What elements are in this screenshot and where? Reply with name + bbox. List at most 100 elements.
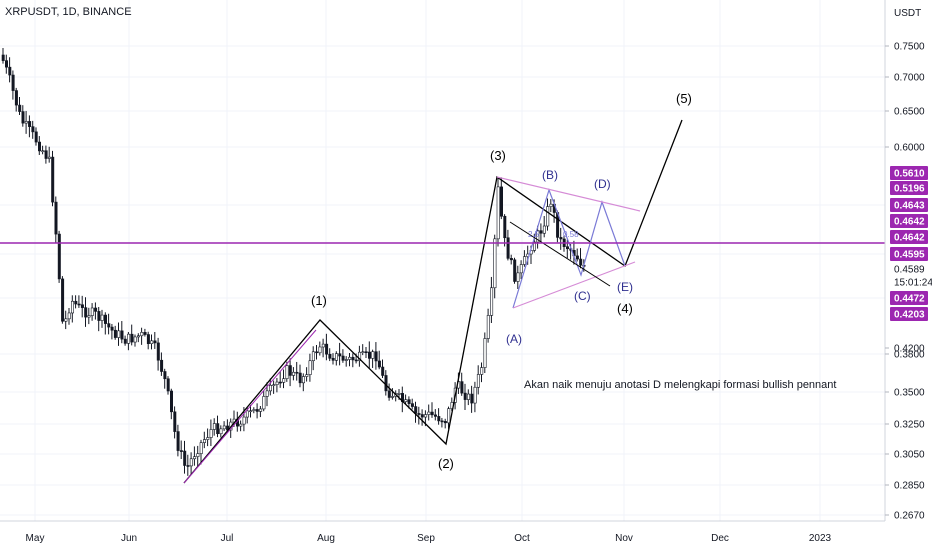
candle-body-64	[212, 423, 216, 430]
candle-body-21	[71, 300, 75, 314]
fib-overlay-label-1: 0.58	[563, 230, 579, 239]
symbol-title: XRPUSDT, 1D, BINANCE	[5, 6, 132, 18]
candle-body-23	[77, 303, 81, 306]
price-tick-label-6: 0.3500	[894, 388, 925, 399]
candle-body-75	[249, 410, 253, 412]
candle-body-46	[153, 340, 157, 344]
price-tick-label-3: 0.6000	[894, 143, 925, 154]
candle-body-15	[51, 156, 55, 203]
candle-body-171	[565, 246, 569, 250]
candle-body-57	[189, 458, 193, 467]
wave-drawings: 2.5 0.58	[183, 119, 683, 484]
candle-body-24	[80, 304, 84, 308]
candle-body-86	[285, 365, 289, 379]
wave-label-main-2: (3)	[490, 148, 506, 163]
candle-body-164	[542, 225, 546, 234]
candle-body-50	[166, 378, 170, 392]
wave-label-sub-0: (A)	[506, 332, 522, 346]
candle-body-100	[331, 357, 335, 361]
price-badge-bg-7	[890, 307, 928, 321]
candle-body-163	[539, 230, 543, 234]
price-tick-label-10: 0.2670	[894, 511, 925, 522]
candle-body-101	[334, 353, 338, 361]
candle-body-130	[430, 411, 434, 416]
descent-trendline	[509, 221, 611, 287]
candle-body-2	[8, 66, 12, 76]
candle-body-81	[268, 384, 272, 392]
candle-body-13	[44, 150, 48, 159]
price-tick-label-4: 0.4200	[894, 344, 925, 355]
candle-body-36	[120, 330, 124, 340]
candle-body-49	[163, 371, 167, 380]
price-badge-bg-5	[890, 247, 928, 261]
candle-body-9	[31, 126, 35, 133]
price-badge-bg-1	[890, 181, 928, 195]
candle-body-41	[137, 335, 141, 338]
candle-body-114	[377, 360, 381, 368]
candle-body-34	[113, 329, 117, 338]
candle-body-98	[325, 343, 329, 355]
wave-label-sub-1: (B)	[542, 168, 558, 182]
candle-body-134	[443, 421, 447, 424]
candle-body-169	[559, 237, 563, 240]
candlestick-series	[1, 47, 586, 476]
candle-body-62	[206, 437, 210, 440]
candle-body-102	[338, 353, 342, 357]
candle-body-26	[87, 315, 91, 318]
candle-body-154	[509, 258, 513, 261]
candle-body-35	[117, 330, 121, 338]
candle-body-107	[354, 359, 358, 362]
candle-body-42	[140, 332, 144, 337]
candle-body-115	[381, 366, 385, 376]
candle-body-125	[414, 406, 418, 414]
candle-body-157	[519, 264, 523, 274]
candle-body-52	[173, 411, 177, 432]
candle-body-63	[209, 429, 213, 438]
candle-body-5	[18, 104, 22, 112]
price-badge-label-4: 0.4642	[894, 233, 925, 244]
candle-body-51	[170, 390, 174, 413]
candle-body-77	[255, 409, 259, 412]
candle-body-76	[252, 409, 256, 411]
candle-body-128	[424, 414, 428, 418]
candle-body-129	[427, 411, 431, 415]
candle-body-174	[575, 255, 579, 260]
candle-body-72	[239, 423, 243, 427]
candle-body-140	[463, 392, 467, 400]
candle-body-56	[186, 465, 190, 467]
fib-overlay-label-0: 2.5	[528, 230, 540, 239]
candle-body-141	[466, 393, 470, 400]
candle-body-156	[516, 272, 520, 282]
currency-label: USDT	[894, 8, 921, 19]
candle-body-161	[532, 241, 536, 251]
candle-body-78	[259, 408, 263, 412]
candle-body-99	[328, 353, 332, 359]
price-tick-label-7: 0.3250	[894, 420, 925, 431]
wave-label-sub-2: (C)	[574, 289, 591, 303]
candle-body-58	[193, 456, 197, 460]
candle-body-84	[278, 381, 282, 384]
time-tick-label-1: Jun	[121, 533, 137, 544]
wave-label-main-3: (4)	[617, 301, 633, 316]
pennant-upper-line	[496, 176, 641, 212]
grid-lines	[0, 0, 885, 521]
candle-body-120	[397, 393, 401, 395]
candle-body-47	[156, 342, 160, 361]
price-tick-label-5: 0.3800	[894, 350, 925, 361]
wave1-trendline	[183, 329, 317, 484]
time-axis[interactable]: May Jun Jul Aug Sep Oct Nov Dec 2023	[0, 520, 885, 544]
candle-body-33	[110, 326, 114, 331]
candle-body-22	[74, 300, 78, 305]
candle-body-113	[374, 351, 378, 362]
time-tick-label-4: Sep	[417, 533, 435, 544]
wave-label-main-4: (5)	[676, 91, 692, 106]
candle-body-53	[176, 431, 180, 451]
candle-body-48	[160, 359, 164, 372]
candle-body-44	[146, 334, 150, 344]
candle-body-12	[41, 150, 45, 153]
candle-body-158	[523, 256, 527, 265]
time-tick-label-8: 2023	[809, 533, 832, 544]
